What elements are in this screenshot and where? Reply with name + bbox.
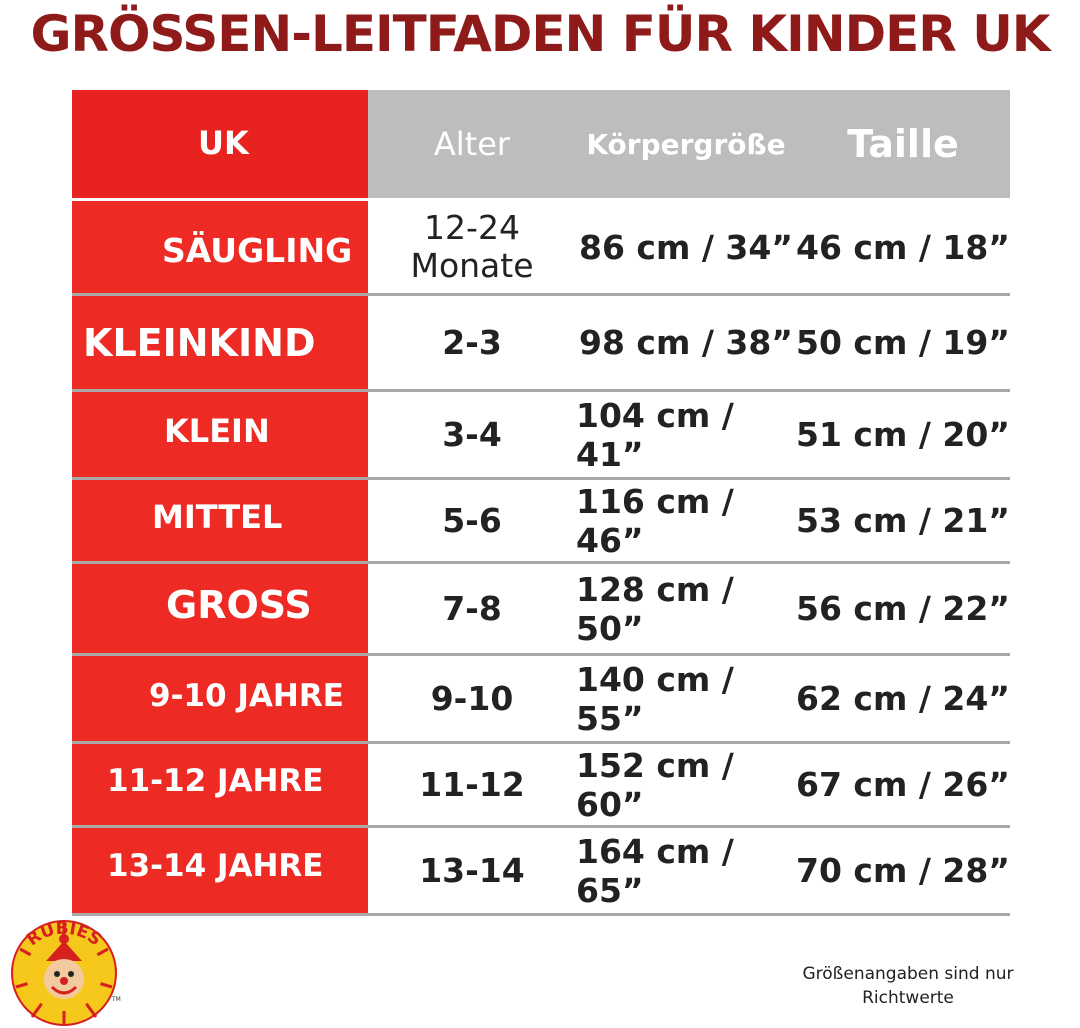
row-age: 5-6 — [442, 500, 502, 540]
header-height: Körpergröße — [576, 90, 796, 198]
row-waist: 70 cm / 28” — [796, 851, 1011, 890]
row-age: 3-4 — [442, 414, 502, 454]
row-waist: 62 cm / 24” — [796, 679, 1011, 718]
table-row: MITTEL 5-6 116 cm / 46” 53 cm / 21” — [72, 480, 1010, 564]
row-uk-label: 9-10 JAHRE — [149, 678, 344, 714]
logo-trademark: TM — [111, 996, 121, 1003]
table-row: KLEINKIND 2-3 98 cm / 38” 50 cm / 19” — [72, 296, 1010, 392]
row-waist: 67 cm / 26” — [796, 765, 1011, 804]
header-uk-cell: UK — [72, 90, 368, 198]
row-age-line2: Monate — [410, 246, 534, 285]
disclaimer-note: Größenangaben sind nur Richtwerte — [788, 962, 1028, 1010]
header-age: Alter — [368, 90, 576, 198]
row-uk-label: SÄUGLING — [162, 231, 353, 270]
row-uk-label: GROSS — [166, 583, 312, 627]
row-uk-cell: KLEIN — [72, 392, 368, 477]
row-height: 140 cm / 55” — [576, 659, 734, 738]
table-row: 9-10 JAHRE 9-10 140 cm / 55” 62 cm / 24” — [72, 656, 1010, 744]
logo-clown-icon — [44, 934, 84, 999]
note-line-1: Größenangaben sind nur — [802, 964, 1014, 984]
row-age: 9-10 — [430, 678, 514, 718]
row-uk-cell: GROSS — [72, 564, 368, 653]
table-header-row: UK Alter Körpergröße Taille — [72, 90, 1010, 201]
row-uk-label: 13-14 JAHRE — [107, 848, 324, 884]
row-uk-label: 11-12 JAHRE — [107, 763, 324, 799]
row-height: 104 cm / 41” — [576, 395, 734, 474]
row-age: 7-8 — [442, 588, 502, 628]
row-waist: 56 cm / 22” — [796, 589, 1011, 628]
row-age: 12-24 Monate — [368, 201, 576, 293]
header-uk: UK — [198, 124, 249, 162]
row-waist: 51 cm / 20” — [796, 415, 1011, 454]
row-height: 128 cm / 50” — [576, 569, 734, 648]
row-waist: 53 cm / 21” — [796, 501, 1011, 540]
rubies-logo: RUBIES TM — [11, 919, 121, 1026]
row-uk-cell: KLEINKIND — [72, 296, 368, 389]
table-row: KLEIN 3-4 104 cm / 41” 51 cm / 20” — [72, 392, 1010, 480]
row-uk-cell: 11-12 JAHRE — [72, 744, 368, 825]
row-height: 116 cm / 46” — [576, 481, 734, 560]
table-row: GROSS 7-8 128 cm / 50” 56 cm / 22” — [72, 564, 1010, 656]
page-title: GRÖSSEN-LEITFADEN FÜR KINDER UK — [30, 5, 1050, 63]
row-height: 152 cm / 60” — [576, 745, 734, 824]
row-height: 164 cm / 65” — [576, 831, 734, 910]
row-height: 98 cm / 38” — [578, 323, 793, 362]
row-uk-label: KLEINKIND — [83, 321, 316, 365]
header-waist: Taille — [796, 90, 1010, 198]
row-uk-cell: MITTEL — [72, 480, 368, 561]
table-row: SÄUGLING 12-24 Monate 86 cm / 34” 46 cm … — [72, 201, 1010, 296]
row-uk-cell: SÄUGLING — [72, 201, 368, 293]
row-height: 86 cm / 34” — [578, 227, 793, 267]
size-table: UK Alter Körpergröße Taille SÄUGLING 12-… — [72, 90, 1010, 916]
row-uk-label: MITTEL — [152, 498, 283, 536]
table-row: 13-14 JAHRE 13-14 164 cm / 65” 70 cm / 2… — [72, 828, 1010, 916]
table-row: 11-12 JAHRE 11-12 152 cm / 60” 67 cm / 2… — [72, 744, 1010, 828]
row-age: 2-3 — [442, 322, 502, 362]
row-uk-cell: 13-14 JAHRE — [72, 828, 368, 913]
row-waist: 46 cm / 18” — [796, 227, 1011, 267]
row-age: 13-14 — [419, 850, 525, 890]
row-uk-cell: 9-10 JAHRE — [72, 656, 368, 741]
row-age: 11-12 — [419, 764, 525, 804]
row-uk-label: KLEIN — [164, 412, 270, 450]
note-line-2: Richtwerte — [862, 988, 954, 1008]
row-waist: 50 cm / 19” — [796, 323, 1011, 362]
row-age-line1: 12-24 — [424, 208, 520, 247]
